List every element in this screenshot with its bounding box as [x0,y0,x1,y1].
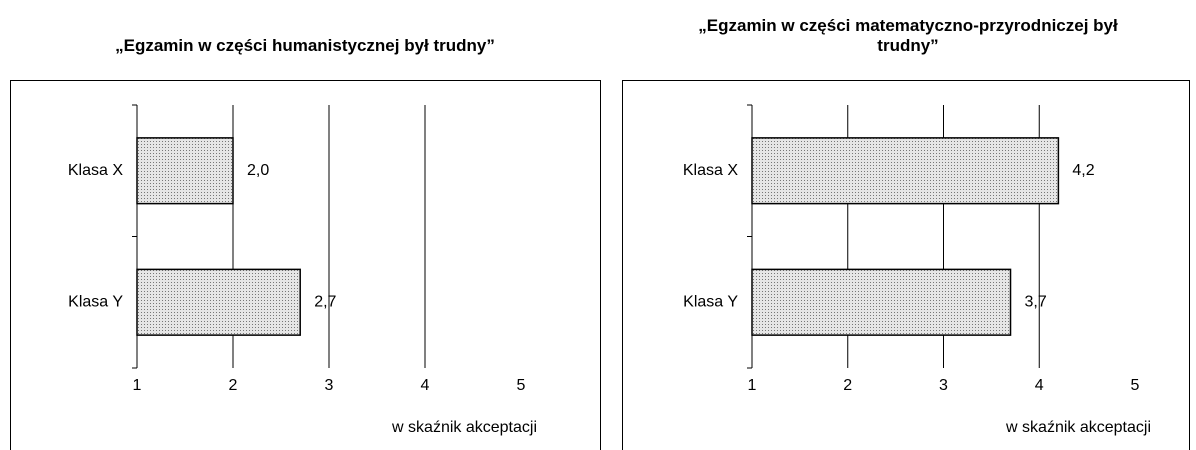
value-label: 3,7 [1025,293,1047,310]
bar [136,137,234,205]
bar [751,268,1012,336]
x-axis-label: w skaźnik akceptacji [391,419,537,436]
bar [751,137,1060,205]
x-tick-label: 4 [421,377,430,394]
bar [136,268,301,336]
x-tick-label: 2 [843,377,852,394]
x-tick-label: 5 [517,377,526,394]
x-axis-label: w skaźnik akceptacji [1005,419,1151,436]
value-label: 2,7 [314,293,336,310]
x-tick-label: 5 [1131,377,1140,394]
value-label: 2,0 [247,162,269,179]
y-tick-label: Klasa X [68,162,123,179]
y-tick-label: Klasa Y [68,293,123,310]
x-tick-label: 4 [1035,377,1044,394]
x-tick-label: 3 [325,377,334,394]
y-tick-label: Klasa X [683,162,738,179]
x-tick-label: 3 [939,377,948,394]
value-label: 4,2 [1072,162,1094,179]
x-tick-label: 1 [748,377,757,394]
x-tick-label: 2 [229,377,238,394]
chart-title: „Egzamin w części matematyczno-przyrodni… [698,16,1118,55]
chart-title: „Egzamin w części humanistycznej był tru… [115,36,495,55]
chart-frame [622,80,1190,450]
x-tick-label: 1 [133,377,142,394]
chart-frame [10,80,601,450]
y-tick-label: Klasa Y [683,293,738,310]
